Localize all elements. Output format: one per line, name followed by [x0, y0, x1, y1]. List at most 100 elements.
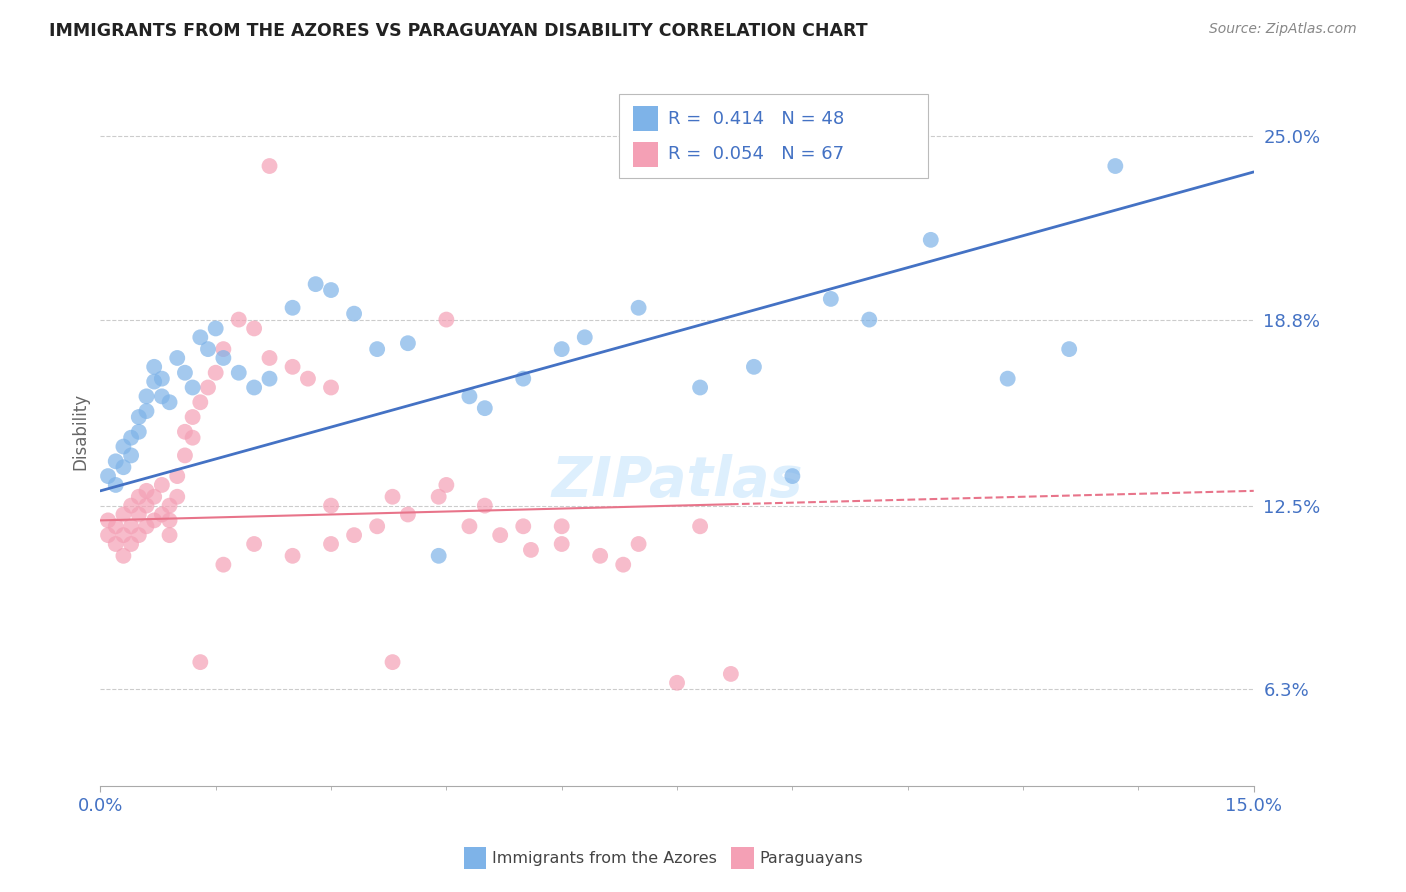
Point [281, 301, 304, 315]
Point [212, 558, 235, 572]
Point [627, 537, 650, 551]
Point [243, 537, 266, 551]
Point [458, 519, 481, 533]
Point [112, 549, 135, 563]
Point [181, 431, 204, 445]
Point [627, 301, 650, 315]
Point [458, 389, 481, 403]
Point [243, 380, 266, 394]
Point [128, 425, 150, 439]
Point [174, 366, 197, 380]
Point [143, 375, 166, 389]
Point [742, 359, 765, 374]
Text: ZIPatlas: ZIPatlas [551, 454, 803, 508]
Point [720, 667, 742, 681]
Point [366, 519, 388, 533]
Point [181, 380, 204, 394]
Point [319, 499, 342, 513]
Point [243, 321, 266, 335]
Text: R =  0.054   N = 67: R = 0.054 N = 67 [668, 145, 844, 163]
Point [112, 508, 135, 522]
Point [120, 449, 142, 463]
Point [128, 490, 150, 504]
Point [112, 440, 135, 454]
Point [159, 528, 181, 542]
Point [689, 519, 711, 533]
Point [997, 371, 1019, 385]
Point [135, 389, 157, 403]
Point [128, 528, 150, 542]
Point [259, 371, 281, 385]
Point [166, 351, 188, 365]
Point [319, 380, 342, 394]
Point [204, 366, 226, 380]
Point [128, 410, 150, 425]
Point [120, 537, 142, 551]
Point [150, 389, 173, 403]
Point [228, 312, 250, 326]
Point [381, 490, 404, 504]
Point [197, 342, 219, 356]
Point [120, 519, 142, 533]
Point [259, 159, 281, 173]
Point [212, 351, 235, 365]
Point [427, 490, 450, 504]
Point [520, 542, 543, 557]
Point [782, 469, 804, 483]
Point [204, 321, 226, 335]
Point [228, 366, 250, 380]
Point [820, 292, 842, 306]
Y-axis label: Disability: Disability [72, 393, 89, 470]
Point [474, 499, 496, 513]
Point [104, 519, 127, 533]
Point [112, 460, 135, 475]
Point [135, 519, 157, 533]
Point [120, 499, 142, 513]
Point [920, 233, 942, 247]
Point [174, 449, 197, 463]
Text: Source: ZipAtlas.com: Source: ZipAtlas.com [1209, 22, 1357, 37]
Point [366, 342, 388, 356]
Point [174, 425, 197, 439]
Text: Paraguayans: Paraguayans [759, 851, 863, 865]
Point [343, 307, 366, 321]
Point [197, 380, 219, 394]
Point [166, 490, 188, 504]
Point [305, 277, 328, 292]
Point [858, 312, 880, 326]
Point [551, 519, 574, 533]
Point [574, 330, 596, 344]
Point [188, 395, 211, 409]
Point [97, 469, 120, 483]
Point [97, 513, 120, 527]
Point [319, 283, 342, 297]
Point [112, 528, 135, 542]
Point [150, 508, 173, 522]
Point [281, 359, 304, 374]
Point [159, 499, 181, 513]
Point [434, 312, 457, 326]
Point [689, 380, 711, 394]
Point [612, 558, 634, 572]
Point [143, 359, 166, 374]
Point [135, 404, 157, 418]
Point [159, 395, 181, 409]
Text: IMMIGRANTS FROM THE AZORES VS PARAGUAYAN DISABILITY CORRELATION CHART: IMMIGRANTS FROM THE AZORES VS PARAGUAYAN… [49, 22, 868, 40]
Text: R =  0.414   N = 48: R = 0.414 N = 48 [668, 110, 844, 128]
Point [143, 513, 166, 527]
Point [551, 537, 574, 551]
Point [120, 431, 142, 445]
Point [343, 528, 366, 542]
Point [104, 478, 127, 492]
Point [281, 549, 304, 563]
Point [150, 371, 173, 385]
Text: Immigrants from the Azores: Immigrants from the Azores [492, 851, 717, 865]
Point [489, 528, 512, 542]
Point [1057, 342, 1080, 356]
Point [551, 342, 574, 356]
Point [150, 478, 173, 492]
Point [159, 513, 181, 527]
Point [212, 342, 235, 356]
Point [666, 675, 689, 690]
Point [319, 537, 342, 551]
